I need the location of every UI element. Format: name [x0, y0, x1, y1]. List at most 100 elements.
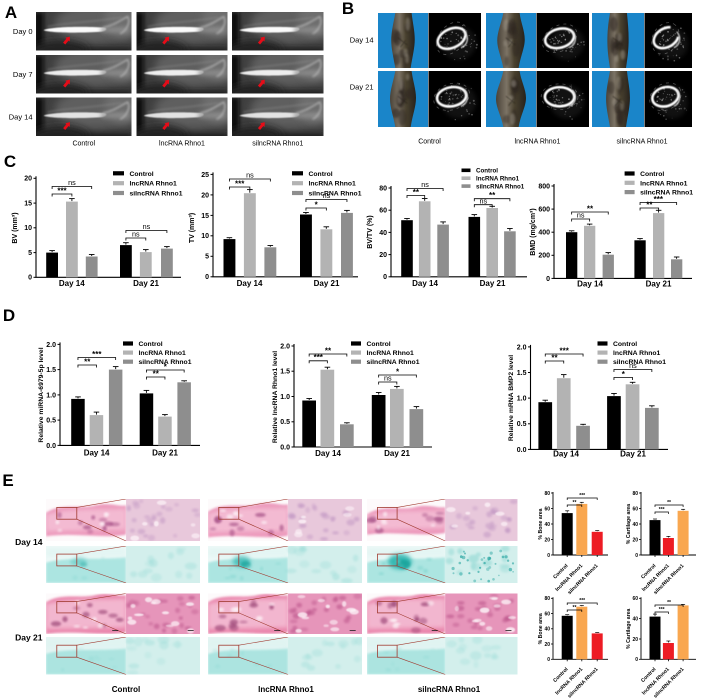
svg-text:ns: ns — [629, 361, 637, 370]
svg-text:**: ** — [84, 357, 91, 366]
svg-text:silncRNA Rhno1: silncRNA Rhno1 — [613, 359, 666, 366]
svg-text:Day 21: Day 21 — [350, 82, 374, 91]
svg-text:silncRNA Rhno1: silncRNA Rhno1 — [139, 359, 192, 366]
svg-text:Day 14: Day 14 — [412, 279, 438, 288]
svg-text:Control: Control — [367, 341, 391, 348]
svg-text:Day 14: Day 14 — [84, 449, 110, 458]
svg-text:80: 80 — [544, 491, 550, 497]
svg-text:Relative miRNA-6979-5p level: Relative miRNA-6979-5p level — [38, 347, 45, 442]
svg-text:0: 0 — [547, 657, 550, 663]
svg-text:Day 21: Day 21 — [620, 450, 646, 459]
svg-text:*: * — [315, 200, 319, 209]
svg-text:ns: ns — [143, 222, 151, 231]
svg-text:Control: Control — [640, 171, 664, 178]
svg-text:Control: Control — [613, 341, 637, 348]
svg-text:Day 14: Day 14 — [315, 449, 341, 458]
svg-text:80: 80 — [379, 185, 387, 192]
svg-text:**: ** — [587, 204, 594, 213]
svg-text:Day 21: Day 21 — [15, 633, 43, 643]
svg-text:**: ** — [667, 500, 671, 506]
svg-text:**: ** — [667, 600, 671, 606]
svg-text:600: 600 — [538, 207, 550, 214]
svg-text:2.0: 2.0 — [46, 342, 56, 349]
svg-text:5: 5 — [28, 250, 32, 257]
svg-text:ns: ns — [577, 211, 585, 220]
svg-text:Control: Control — [309, 171, 333, 178]
svg-text:**: ** — [325, 346, 332, 355]
svg-text:40: 40 — [632, 617, 638, 623]
svg-text:0: 0 — [635, 553, 638, 559]
svg-text:*: * — [622, 370, 626, 379]
svg-text:lncRNA Rhno1: lncRNA Rhno1 — [130, 181, 178, 188]
svg-text:lncRNA Rhno1: lncRNA Rhno1 — [159, 141, 205, 148]
svg-text:***: *** — [659, 507, 665, 513]
svg-text:silncRNA Rhno1: silncRNA Rhno1 — [418, 685, 481, 694]
svg-text:20: 20 — [544, 537, 550, 543]
svg-text:20: 20 — [544, 642, 550, 648]
svg-text:Day 14: Day 14 — [350, 36, 374, 45]
svg-text:2.0: 2.0 — [280, 343, 290, 350]
svg-text:80: 80 — [632, 491, 638, 497]
svg-text:20: 20 — [379, 252, 387, 259]
svg-text:A: A — [5, 3, 17, 22]
svg-text:15: 15 — [24, 200, 32, 207]
svg-text:lncRNA Rhno1: lncRNA Rhno1 — [258, 685, 314, 694]
svg-text:**: ** — [413, 188, 420, 197]
svg-text:lncRNA Rhno1: lncRNA Rhno1 — [476, 175, 520, 182]
svg-text:0: 0 — [383, 274, 387, 281]
svg-text:ns: ns — [384, 374, 392, 383]
svg-text:% Bone area: % Bone area — [538, 613, 544, 644]
svg-text:200: 200 — [538, 253, 550, 260]
svg-text:silncRNA Rhno1: silncRNA Rhno1 — [367, 359, 420, 366]
svg-text:1.0: 1.0 — [46, 392, 56, 399]
svg-text:*: * — [164, 362, 168, 371]
svg-text:Control: Control — [130, 171, 154, 178]
svg-text:D: D — [3, 306, 15, 325]
svg-text:BV/TV (%): BV/TV (%) — [367, 215, 374, 248]
svg-text:***: *** — [654, 195, 664, 204]
svg-text:60: 60 — [632, 506, 638, 512]
svg-text:20: 20 — [24, 176, 32, 183]
svg-text:BV (mm³): BV (mm³) — [12, 212, 19, 243]
svg-text:lncRNA Rhno1: lncRNA Rhno1 — [613, 350, 661, 357]
svg-text:ns: ns — [479, 196, 487, 205]
svg-text:40: 40 — [544, 522, 550, 528]
svg-text:Day 14: Day 14 — [9, 113, 33, 122]
svg-text:60: 60 — [632, 596, 638, 602]
svg-text:Control: Control — [72, 141, 95, 148]
svg-text:Day 14: Day 14 — [577, 280, 603, 289]
svg-text:Day 14: Day 14 — [15, 537, 43, 547]
svg-text:0: 0 — [635, 657, 638, 663]
svg-text:silncRNA Rhno1: silncRNA Rhno1 — [640, 190, 693, 197]
svg-text:20: 20 — [201, 192, 209, 199]
svg-text:Day 21: Day 21 — [384, 449, 410, 458]
svg-text:2.0: 2.0 — [517, 344, 527, 351]
svg-text:25: 25 — [201, 172, 209, 179]
svg-text:10: 10 — [201, 233, 209, 240]
svg-text:1.5: 1.5 — [517, 370, 527, 377]
svg-text:E: E — [2, 471, 13, 490]
svg-text:0: 0 — [205, 274, 209, 281]
svg-text:15: 15 — [201, 213, 209, 220]
svg-text:1.5: 1.5 — [46, 367, 56, 374]
svg-text:10: 10 — [24, 225, 32, 232]
svg-text:Control: Control — [112, 685, 140, 694]
svg-text:800: 800 — [538, 183, 550, 190]
svg-text:*: * — [396, 367, 400, 376]
svg-text:Day 21: Day 21 — [646, 280, 672, 289]
svg-text:0.0: 0.0 — [517, 447, 527, 454]
svg-text:1.0: 1.0 — [280, 394, 290, 401]
svg-text:Day 21: Day 21 — [480, 279, 506, 288]
svg-text:40: 40 — [632, 522, 638, 528]
svg-text:0.5: 0.5 — [517, 421, 527, 428]
svg-text:60: 60 — [544, 611, 550, 617]
svg-text:**: ** — [573, 500, 577, 506]
svg-text:0.5: 0.5 — [280, 419, 290, 426]
svg-text:0: 0 — [547, 553, 550, 559]
svg-text:**: ** — [573, 605, 577, 611]
svg-text:20: 20 — [632, 537, 638, 543]
svg-text:**: ** — [489, 191, 496, 200]
svg-text:Day 21: Day 21 — [152, 449, 178, 458]
svg-text:***: *** — [579, 493, 585, 499]
svg-text:TV (mm³): TV (mm³) — [189, 213, 196, 243]
